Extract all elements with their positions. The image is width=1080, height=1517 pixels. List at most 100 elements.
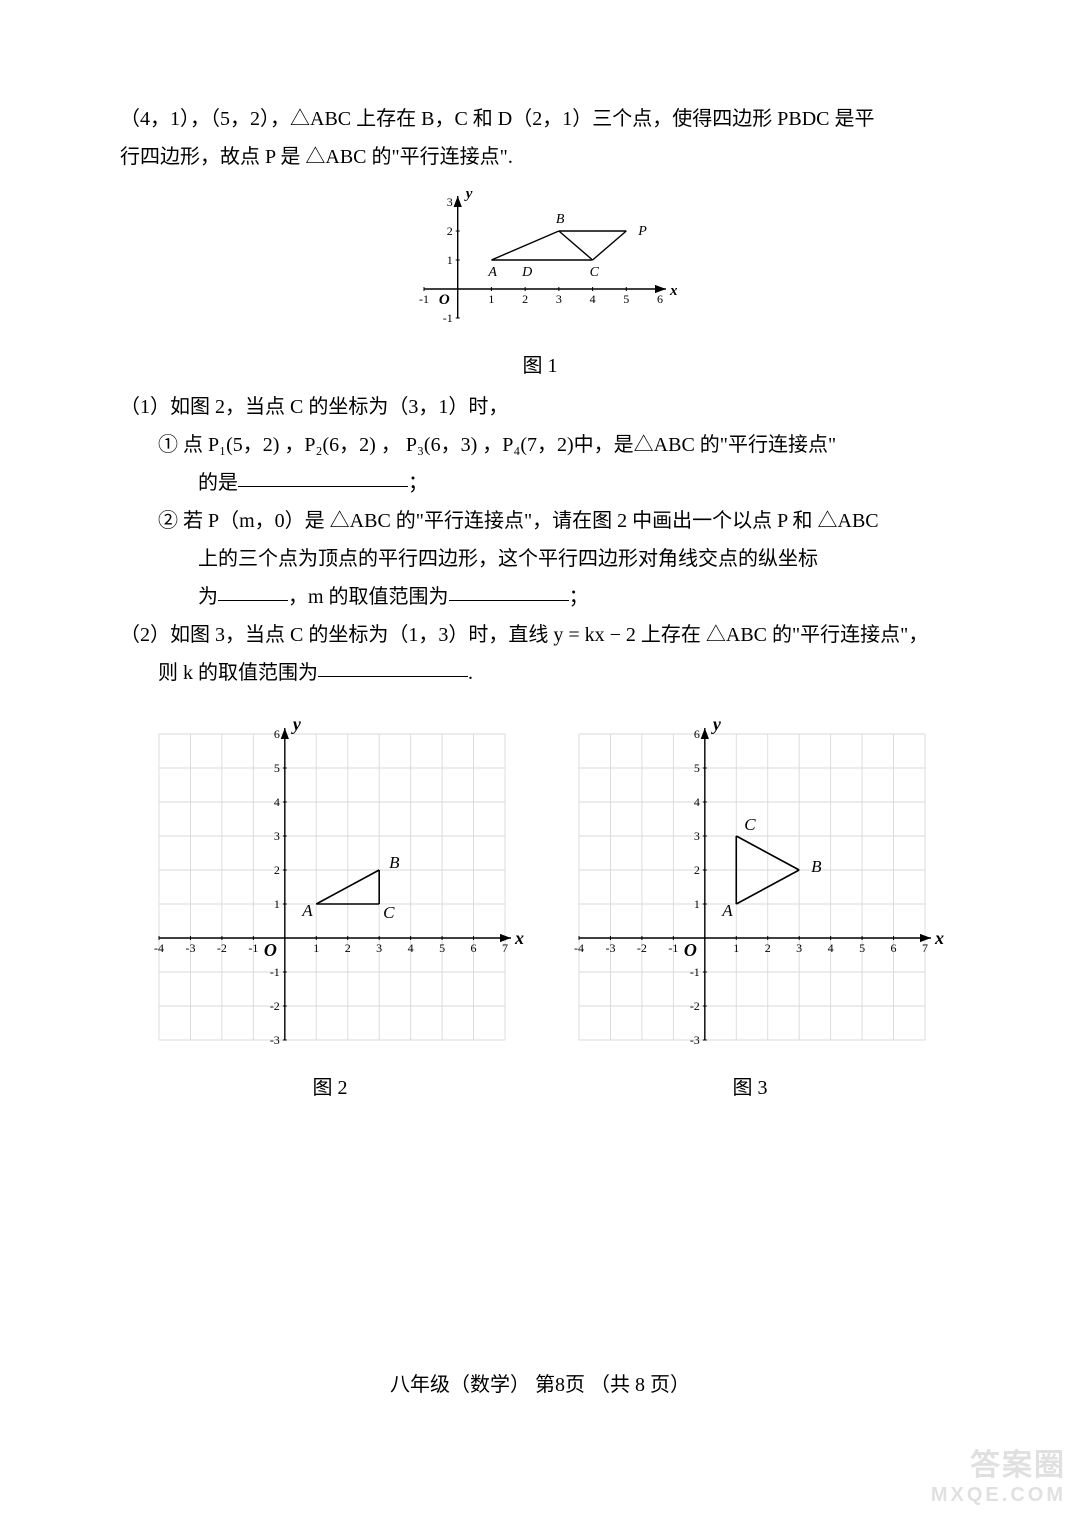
svg-text:P: P (637, 224, 647, 239)
svg-text:O: O (264, 940, 277, 960)
q2-line-2-post: . (468, 662, 473, 684)
svg-text:6: 6 (471, 941, 477, 955)
svg-text:D: D (521, 265, 532, 280)
svg-text:7: 7 (502, 941, 508, 955)
svg-text:2: 2 (447, 224, 453, 238)
svg-text:2: 2 (765, 941, 771, 955)
svg-text:4: 4 (694, 795, 700, 809)
svg-text:1: 1 (694, 897, 700, 911)
svg-text:1: 1 (488, 292, 494, 306)
svg-text:O: O (684, 940, 697, 960)
svg-text:3: 3 (556, 292, 562, 306)
figure-2: -4-3-2-11234567-3-2-1123456OxyABC 图 2 (135, 720, 525, 1100)
watermark-top: 答案圈 (931, 1440, 1066, 1484)
figure-1-svg: -1123456-1123OxyABCDP (400, 188, 680, 338)
svg-text:-3: -3 (690, 1033, 700, 1047)
q1-sub1-b-pre: 的是 (198, 472, 238, 494)
svg-text:x: x (514, 928, 524, 948)
svg-text:A: A (721, 901, 733, 920)
svg-text:7: 7 (922, 941, 928, 955)
q1-sub2-c: 为 ，m 的取值范围为 ； (120, 578, 960, 616)
figure-1: -1123456-1123OxyABCDP 图 1 (120, 188, 960, 378)
intro-line-2: 行四边形，故点 P 是 △ABC 的"平行连接点". (120, 138, 960, 176)
svg-text:3: 3 (274, 829, 280, 843)
watermark-bottom: MXQE.COM (931, 1484, 1066, 1507)
q1-sub2-c-post: ； (569, 586, 589, 608)
svg-text:3: 3 (376, 941, 382, 955)
watermark: 答案圈 MXQE.COM (931, 1440, 1066, 1507)
svg-text:1: 1 (313, 941, 319, 955)
svg-text:-1: -1 (248, 941, 258, 955)
svg-text:6: 6 (657, 292, 663, 306)
q2-line-1: （2）如图 3，当点 C 的坐标为（1，3）时，直线 y = kx − 2 上存… (120, 616, 960, 654)
svg-text:B: B (556, 212, 565, 227)
svg-text:y: y (464, 188, 473, 202)
svg-text:O: O (439, 292, 450, 308)
svg-text:y: y (711, 720, 722, 734)
svg-text:5: 5 (439, 941, 445, 955)
svg-text:1: 1 (447, 253, 453, 267)
svg-text:-4: -4 (574, 941, 584, 955)
svg-text:C: C (383, 903, 395, 922)
figure-2-svg: -4-3-2-11234567-3-2-1123456OxyABC (135, 720, 525, 1060)
svg-text:A: A (487, 265, 497, 280)
q1-blank-2 (218, 579, 288, 601)
svg-text:2: 2 (345, 941, 351, 955)
q1-sub1-a: ① 点 P₁(5，2) ，P₂(6，2) ， P₃(6，3) ，P₄(7，2)中… (120, 426, 960, 464)
svg-text:3: 3 (694, 829, 700, 843)
svg-text:B: B (389, 853, 400, 872)
svg-text:-2: -2 (270, 999, 280, 1013)
svg-text:C: C (744, 815, 756, 834)
svg-text:-2: -2 (217, 941, 227, 955)
figure-3: -4-3-2-11234567-3-2-1123456OxyABC 图 3 (555, 720, 945, 1100)
svg-text:-4: -4 (154, 941, 164, 955)
svg-text:A: A (301, 901, 313, 920)
page-footer: 八年级（数学） 第8页 （共 8 页） (0, 1368, 1080, 1397)
q1-sub2-c-pre: 为 (198, 586, 218, 608)
svg-text:-3: -3 (605, 941, 615, 955)
svg-text:-1: -1 (419, 292, 429, 306)
q1-sub1-b: 的是 ； (120, 464, 960, 502)
svg-text:4: 4 (828, 941, 834, 955)
q1-lead: （1）如图 2，当点 C 的坐标为（3，1）时， (120, 388, 960, 426)
q1-sub1-b-post: ； (408, 472, 428, 494)
q2-line-2-pre: 则 k 的取值范围为 (158, 662, 318, 684)
q1-blank-3 (449, 579, 569, 601)
figure-2-caption: 图 2 (135, 1071, 525, 1100)
svg-text:x: x (669, 283, 678, 299)
svg-text:-2: -2 (690, 999, 700, 1013)
svg-text:B: B (811, 857, 822, 876)
svg-text:-1: -1 (668, 941, 678, 955)
svg-text:4: 4 (408, 941, 414, 955)
svg-text:5: 5 (859, 941, 865, 955)
svg-text:5: 5 (623, 292, 629, 306)
q1-sub2-a: ② 若 P（m，0）是 △ABC 的"平行连接点"，请在图 2 中画出一个以点 … (120, 502, 960, 540)
figure-3-svg: -4 -3 -2 -1 1 2 3 4 5 6 7 -3 -2 -1 1 2 3 4 5 6 Ox y A B C (555, 720, 945, 1060)
svg-text:-3: -3 (185, 941, 195, 955)
q1-blank-1 (238, 465, 408, 487)
svg-text:-1: -1 (270, 965, 280, 979)
svg-text:6: 6 (891, 941, 897, 955)
svg-text:2: 2 (694, 863, 700, 877)
figure-1-caption: 图 1 (120, 349, 960, 378)
svg-text:6: 6 (274, 727, 280, 741)
svg-text:5: 5 (694, 761, 700, 775)
svg-text:6: 6 (694, 727, 700, 741)
svg-text:2: 2 (522, 292, 528, 306)
svg-text:3: 3 (447, 195, 453, 209)
svg-text:5: 5 (274, 761, 280, 775)
svg-text:-1: -1 (443, 311, 453, 325)
svg-text:y: y (291, 720, 302, 734)
svg-text:-1: -1 (690, 965, 700, 979)
q2-line-2: 则 k 的取值范围为. (120, 654, 960, 692)
svg-text:1: 1 (274, 897, 280, 911)
svg-text:x: x (934, 928, 944, 948)
svg-text:4: 4 (274, 795, 280, 809)
svg-text:4: 4 (590, 292, 596, 306)
q1-sub2-c-mid: ，m 的取值范围为 (288, 586, 449, 608)
svg-text:1: 1 (733, 941, 739, 955)
svg-text:-2: -2 (637, 941, 647, 955)
svg-text:3: 3 (796, 941, 802, 955)
svg-text:-3: -3 (270, 1033, 280, 1047)
q2-blank (318, 655, 468, 677)
